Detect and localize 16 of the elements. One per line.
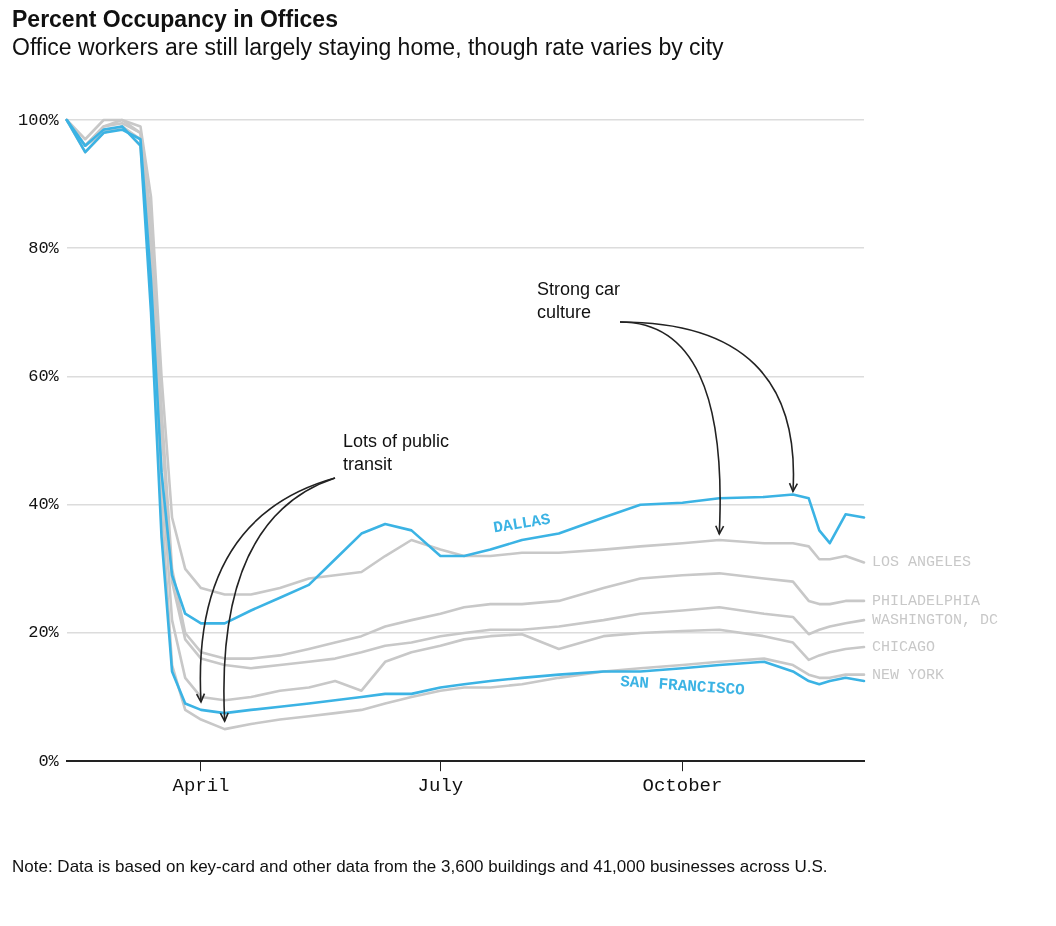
y-tick-label: 0% — [38, 751, 60, 771]
series-label: SAN FRANCISCO — [619, 672, 746, 700]
y-tick-label: 100% — [17, 110, 60, 130]
y-tick-label: 20% — [28, 623, 60, 643]
y-tick-label: 60% — [28, 366, 60, 386]
y-tick-label: 40% — [28, 495, 60, 515]
chart-subtitle: Office workers are still largely staying home, though rate varies by city — [12, 34, 724, 61]
text: DALLAS — [492, 510, 553, 538]
x-tick-label: April — [172, 774, 230, 797]
text: Note: Data is based on key-card and other data from the 3,600 buildings and 41,000 businesses across U.S. — [12, 856, 829, 878]
chart-title: Percent Occupancy in Offices — [12, 6, 338, 33]
annotation: Lots of public transit — [343, 430, 451, 477]
x-tick-label: October — [642, 774, 723, 797]
annotation: Strong car culture — [537, 278, 622, 325]
x-tick-label: July — [417, 774, 464, 797]
y-tick-label: 80% — [28, 238, 60, 258]
